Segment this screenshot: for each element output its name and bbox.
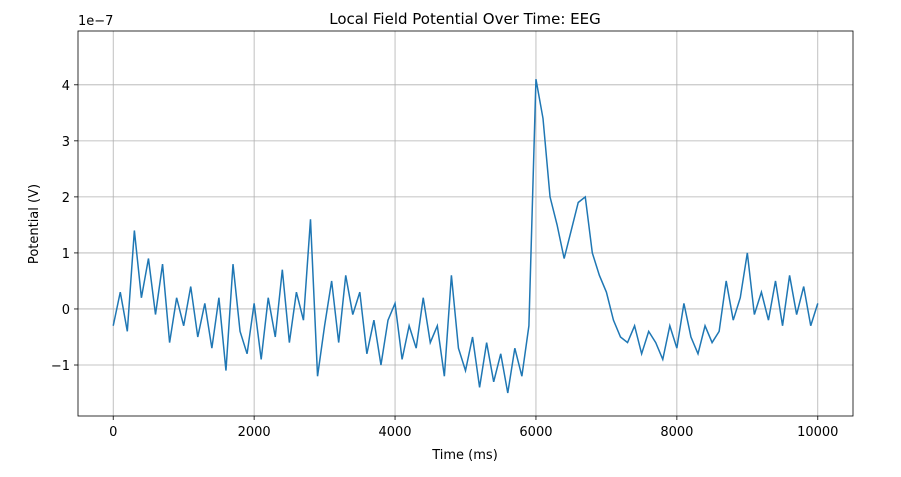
y-tick-label: 4 xyxy=(62,79,70,94)
x-tick-label: 0 xyxy=(109,425,117,440)
y-tick-label: 0 xyxy=(62,303,70,318)
x-tick-label: 8000 xyxy=(660,425,693,440)
y-tick-label: 1 xyxy=(62,247,70,262)
x-tick-label: 10000 xyxy=(797,425,838,440)
x-tick-label: 4000 xyxy=(378,425,411,440)
data-line xyxy=(112,79,819,394)
x-tick-label: 6000 xyxy=(519,425,552,440)
x-axis-label: Time (ms) xyxy=(431,448,498,463)
y-tick-label: 2 xyxy=(62,191,70,206)
y-axis-label: Potential (V) xyxy=(27,184,42,264)
plot-frame xyxy=(77,30,854,417)
chart-title: Local Field Potential Over Time: EEG xyxy=(329,10,600,28)
x-tick-label: 2000 xyxy=(238,425,271,440)
y-tick-label: 3 xyxy=(62,135,70,150)
y-tick-label: −1 xyxy=(51,359,70,374)
y-offset-label: 1e−7 xyxy=(78,14,113,29)
